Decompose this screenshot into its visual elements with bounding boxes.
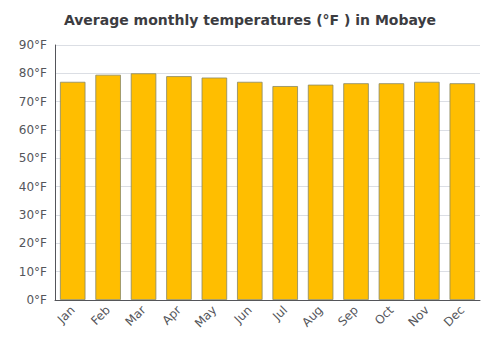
svg-text:20°F: 20°F: [19, 236, 47, 250]
svg-text:80°F: 80°F: [19, 66, 47, 80]
svg-text:10°F: 10°F: [19, 265, 47, 279]
svg-text:Jul: Jul: [269, 303, 290, 324]
svg-text:Feb: Feb: [88, 303, 113, 328]
svg-text:90°F: 90°F: [19, 38, 47, 52]
svg-text:0°F: 0°F: [26, 293, 47, 307]
svg-text:60°F: 60°F: [19, 123, 47, 137]
svg-text:Mar: Mar: [123, 303, 149, 329]
svg-text:Jan: Jan: [54, 303, 78, 327]
svg-text:Jun: Jun: [231, 303, 255, 327]
svg-text:Aug: Aug: [299, 303, 325, 329]
svg-text:50°F: 50°F: [19, 151, 47, 165]
svg-text:Nov: Nov: [405, 303, 431, 329]
svg-text:Apr: Apr: [159, 303, 184, 328]
svg-text:40°F: 40°F: [19, 180, 47, 194]
svg-text:Average monthly temperatures (: Average monthly temperatures (°F ) in Mo…: [64, 12, 436, 28]
svg-text:70°F: 70°F: [19, 95, 47, 109]
svg-text:Sep: Sep: [335, 303, 361, 329]
svg-text:Oct: Oct: [372, 303, 397, 328]
svg-text:May: May: [192, 303, 219, 330]
svg-text:Dec: Dec: [441, 303, 467, 329]
svg-text:30°F: 30°F: [19, 208, 47, 222]
